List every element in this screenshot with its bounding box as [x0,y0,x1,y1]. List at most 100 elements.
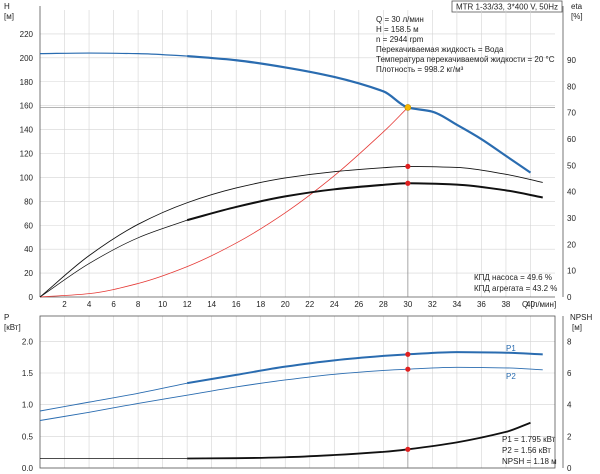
npsh-tick-label: 6 [567,369,572,378]
x-tick-label: 10 [158,300,167,309]
power-axis-unit: [кВт] [4,323,21,332]
op-info-line: Температура перекачиваемой жидкости = 20… [376,55,555,64]
flow-axis-label: Q [л/мин] [522,300,556,309]
power-tick-label: 0.5 [22,432,34,441]
head-tick-label: 200 [20,54,34,63]
eta-axis-unit: [%] [571,12,583,21]
head-tick-label: 60 [24,221,33,230]
x-tick-label: 32 [428,300,437,309]
operating-point-markers [404,104,412,452]
x-tick-label: 16 [232,300,241,309]
x-tick-label: 18 [256,300,265,309]
eta-tick-label: 60 [567,135,576,144]
eta-pump-note: КПД насоса = 49.6 % [474,273,552,282]
npsh-tick-label: 8 [567,337,572,346]
x-tick-label: 24 [330,300,339,309]
head-tick-label: 120 [20,150,34,159]
title-box [451,0,563,13]
npsh-axis-label: NPSH [570,313,592,322]
eta-tick-label: 70 [567,109,576,118]
NPSH-marker [405,446,411,452]
system-curve [39,107,409,298]
npsh-tick-label: 2 [567,432,572,441]
power-info: P1 = 1.795 кВт P2 = 1.56 кВт NPSH = 1.18… [502,435,557,466]
eta-tick-label: 80 [567,82,576,91]
x-tick-label: 38 [501,300,510,309]
head-tick-label: 40 [24,245,33,254]
x-tick-label: 4 [87,300,92,309]
operating-point-info: Q = 30 л/мин H = 158.5 м n = 2944 rpm Пе… [376,15,555,74]
NPSH-curve [187,421,531,460]
npsh-tick-label: 4 [567,401,572,410]
eta-axis-label: eta [571,2,583,11]
upper-plot-tick-labels: 2 4 6 8 10 12 14 16 18 20 22 24 26 28 30 32 34 36 38 402040… [20,30,577,309]
npsh-tick-label: 0 [567,464,572,473]
p2-note: P2 = 1.56 кВт [502,446,551,455]
eta-tick-label: 20 [567,240,576,249]
P2-curve-extension [39,394,188,421]
head-tick-label: 140 [20,126,34,135]
lower-plot-tick-labels: 0.0 0.5 1.0 1.5 2.0 0 2 4 6 8 [22,337,572,473]
lower-plot-frame [39,315,556,469]
eta-tick-label: 40 [567,188,576,197]
lower-plot-grid [39,315,564,469]
head-tick-label: 0 [29,293,34,302]
eta-tick-label: 30 [567,214,576,223]
op-info-line: H = 158.5 м [376,25,419,34]
x-tick-label: 30 [403,300,412,309]
P1-curve-extension [39,382,188,412]
p1-series-label: P1 [506,344,516,353]
eta_pump-marker [405,163,411,170]
x-tick-label: 14 [207,300,216,309]
x-tick-label: 2 [62,300,67,309]
power-tick-label: 1.5 [22,369,34,378]
x-tick-label: 6 [111,300,116,309]
eta_pump-curve [39,165,543,298]
efficiency-info: КПД насоса = 49.6 % КПД агрегата = 43.2 … [474,273,557,293]
head-tick-label: 160 [20,102,34,111]
power-tick-label: 2.0 [22,337,34,346]
P2-marker [405,366,411,372]
npsh-note: NPSH = 1.18 м [502,457,557,466]
head-tick-label: 80 [24,197,33,206]
P1-marker [405,351,411,357]
x-tick-label: 26 [354,300,363,309]
x-tick-label: 36 [477,300,486,309]
eta_unit-curve [186,182,543,222]
x-tick-label: 12 [183,300,192,309]
op-marker [404,104,412,111]
head-tick-label: 220 [20,30,34,39]
P2-curve [187,366,543,396]
op-info-line: Плотность = 998.2 кг/м³ [376,65,464,74]
p1-note: P1 = 1.795 кВт [502,435,556,444]
upper-plot-curves [39,52,543,298]
op-info-line: n = 2944 rpm [376,35,424,44]
eta-tick-label: 90 [567,56,576,65]
op-info-line: Q = 30 л/мин [376,15,424,24]
x-tick-label: 28 [379,300,388,309]
upper-plot-grid [39,6,564,298]
head-axis-label: H [4,2,10,11]
head-tick-label: 100 [20,173,34,182]
power-axis-label: P [4,313,9,322]
P1-curve [186,351,543,385]
x-tick-label: 40 [526,300,535,309]
eta_unit-marker [405,180,411,186]
head-curve-extension [39,52,188,57]
head-tick-label: 20 [24,269,33,278]
op-info-line: Перекачиваемая жидкость = Вода [376,45,504,54]
npsh-axis-unit: [м] [572,323,582,332]
x-tick-label: 20 [281,300,290,309]
x-tick-label: 34 [452,300,461,309]
eta-unit-note: КПД агрегата = 43.2 % [474,284,557,293]
head-tick-label: 180 [20,78,34,87]
x-tick-label: 8 [136,300,141,309]
lower-plot-curves [39,351,543,460]
eta-tick-label: 10 [567,267,576,276]
eta_unit-curve-extension [39,219,188,298]
head-axis-unit: [м] [4,12,14,21]
eta-tick-label: 0 [567,293,572,302]
pump-model-title: MTR 1-33/33, 3*400 V, 50Hz [456,3,558,12]
power-tick-label: 0.0 [22,464,34,473]
